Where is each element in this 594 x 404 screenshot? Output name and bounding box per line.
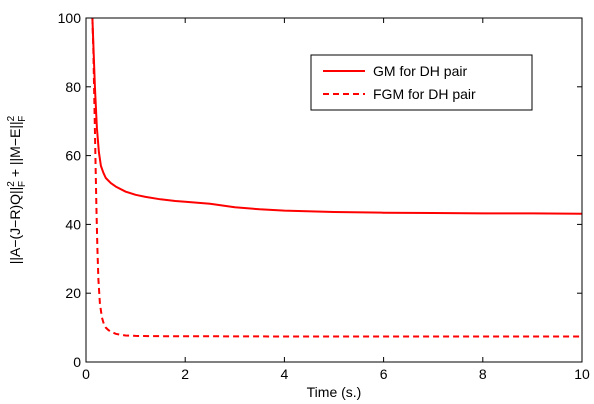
x-tick-label: 2: [181, 366, 189, 382]
y-label-sub2: F: [17, 116, 28, 122]
plot-content: [91, 17, 583, 338]
y-label-sup1: 2: [6, 181, 17, 187]
y-label-sup2: 2: [6, 115, 17, 121]
y-label-plus: + ||M−E||: [7, 121, 23, 181]
y-tick-label: 40: [65, 216, 81, 232]
legend: GM for DH pair FGM for DH pair: [310, 54, 533, 111]
x-axis-ticks: 0 2 4 6 8 10: [82, 18, 590, 382]
y-tick-label: 60: [65, 148, 81, 164]
legend-label-gm: GM for DH pair: [373, 63, 467, 79]
y-axis-label: ||A−(J−R)Q||2F + ||M−E||2F: [6, 115, 28, 264]
x-tick-label: 8: [479, 366, 487, 382]
series-line-fgm: [91, 17, 582, 338]
x-tick-label: 10: [574, 366, 590, 382]
y-label-part1: ||A−(J−R)Q||: [7, 187, 23, 265]
series-line-gm: [91, 17, 583, 215]
x-tick-label: 0: [82, 366, 90, 382]
x-axis-label: Time (s.): [307, 384, 362, 400]
x-tick-label: 4: [281, 366, 289, 382]
y-axis-ticks: 0 20 40 60 80 100: [58, 10, 582, 370]
y-tick-label: 100: [58, 10, 82, 26]
y-label-sub1: F: [17, 181, 28, 187]
y-tick-label: 80: [65, 79, 81, 95]
x-tick-label: 6: [380, 366, 388, 382]
y-tick-label: 20: [65, 285, 81, 301]
y-tick-label: 0: [73, 354, 81, 370]
legend-box: [310, 54, 533, 111]
legend-label-fgm: FGM for DH pair: [373, 86, 476, 102]
plot-frame: [85, 17, 583, 363]
